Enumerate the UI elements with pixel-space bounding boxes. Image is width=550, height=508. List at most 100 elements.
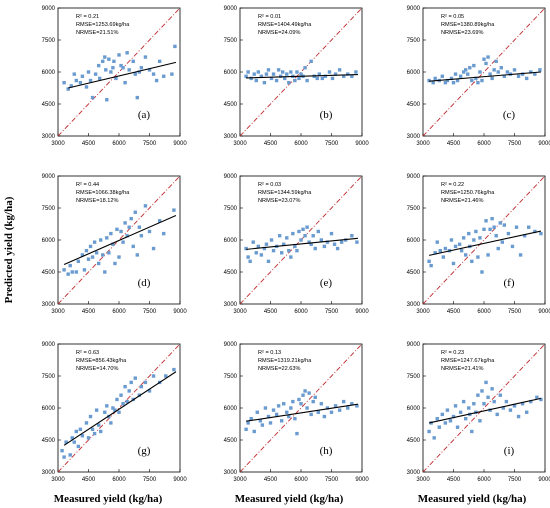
data-point: [131, 59, 135, 64]
x-tick-label: 6000: [477, 477, 491, 483]
data-point: [90, 427, 95, 432]
data-point: [474, 76, 478, 81]
x-tick-label: 4500: [264, 309, 278, 315]
data-point: [96, 63, 101, 68]
data-point: [123, 80, 127, 85]
data-point: [255, 410, 259, 414]
panel-label: (g): [138, 445, 151, 457]
y-tick-label: 3000: [224, 470, 238, 476]
data-point: [427, 259, 431, 264]
data-point: [251, 240, 255, 244]
stat-r2: R² = 0.22: [441, 182, 464, 188]
data-point: [525, 76, 529, 81]
data-point: [271, 72, 276, 76]
data-point: [484, 61, 488, 66]
data-point: [78, 80, 83, 85]
data-point: [346, 406, 350, 410]
stat-rmse: RMSE=1344.59kg/ha: [258, 190, 312, 196]
data-point: [527, 225, 531, 229]
x-tick-label: 9000: [538, 141, 550, 147]
data-point: [259, 74, 264, 78]
data-point: [522, 234, 527, 238]
x-tick-label: 3000: [233, 141, 247, 147]
data-point: [293, 244, 297, 249]
x-tick-label: 6000: [112, 477, 126, 483]
data-point: [92, 431, 97, 436]
data-point: [506, 231, 511, 236]
data-point: [504, 399, 509, 404]
y-tick-label: 7500: [224, 206, 238, 212]
data-point: [488, 72, 492, 76]
x-tick-label: 7500: [143, 477, 157, 483]
data-point: [287, 414, 291, 419]
data-point: [162, 231, 166, 236]
x-tick-label: 4500: [264, 477, 278, 483]
data-point: [516, 74, 521, 78]
data-point: [249, 416, 253, 421]
data-point: [486, 395, 490, 400]
data-point: [301, 393, 305, 397]
data-point: [271, 408, 276, 412]
data-point: [277, 234, 282, 238]
data-point: [467, 406, 471, 410]
panel-label: (f): [504, 277, 515, 289]
x-tick-label: 9000: [173, 477, 187, 483]
y-tick-label: 4500: [224, 102, 238, 108]
fit-line: [429, 71, 541, 82]
x-axis-label-left: Measured yield (kg/ha): [54, 493, 163, 505]
data-point: [492, 68, 496, 72]
data-point: [105, 236, 109, 240]
data-point: [492, 399, 496, 404]
data-point: [455, 78, 460, 83]
data-point: [246, 421, 250, 425]
data-point: [103, 55, 107, 59]
data-point: [96, 423, 101, 427]
x-tick-label: 7500: [325, 477, 339, 483]
data-point: [346, 72, 350, 76]
data-point: [86, 70, 91, 74]
data-point: [248, 259, 252, 264]
stat-r2: R² = 0.44: [76, 182, 99, 188]
x-tick-label: 9000: [355, 141, 369, 147]
data-point: [448, 419, 453, 423]
panel-label: (c): [503, 109, 516, 121]
data-point: [535, 395, 539, 400]
data-point: [147, 68, 152, 72]
x-tick-label: 4500: [264, 141, 278, 147]
panel-6: 3000 4500 6000 7500 9000 3000 4500 6000 7500 9000…: [407, 174, 550, 315]
data-point: [88, 244, 93, 249]
data-point: [151, 72, 156, 76]
data-point: [355, 404, 359, 408]
x-tick-label: 4500: [447, 309, 461, 315]
data-point: [276, 68, 281, 72]
data-point: [96, 261, 101, 266]
x-tick-label: 4500: [82, 141, 96, 147]
data-point: [74, 78, 78, 83]
data-point: [295, 248, 299, 253]
data-point: [60, 448, 64, 453]
fit-line: [63, 214, 177, 266]
data-point: [127, 68, 131, 72]
data-point: [281, 70, 285, 74]
data-point: [457, 242, 462, 246]
data-point: [337, 408, 342, 412]
stat-nrmse: NRMSE=18.12%: [76, 198, 118, 204]
panel-7: 3000 4500 6000 7500 9000 3000 4500 6000 7500 9000…: [42, 342, 188, 483]
data-point: [320, 76, 325, 81]
data-point: [246, 255, 250, 259]
data-point: [252, 429, 256, 434]
data-point: [109, 231, 113, 236]
data-point: [72, 72, 76, 76]
y-tick-label: 7500: [224, 38, 238, 44]
data-point: [315, 76, 319, 81]
one-to-one-line: [422, 343, 546, 473]
one-to-one-line: [57, 175, 181, 305]
stat-r2: R² = 0.05: [441, 14, 464, 20]
stat-rmse: RMSE=1404.49kg/ha: [258, 22, 312, 28]
data-point: [480, 78, 484, 83]
data-point: [470, 429, 474, 434]
x-tick-label: 7500: [508, 141, 522, 147]
one-to-one-line: [57, 7, 181, 137]
data-point: [432, 436, 436, 440]
stat-r2: R² = 0.13: [258, 350, 281, 356]
